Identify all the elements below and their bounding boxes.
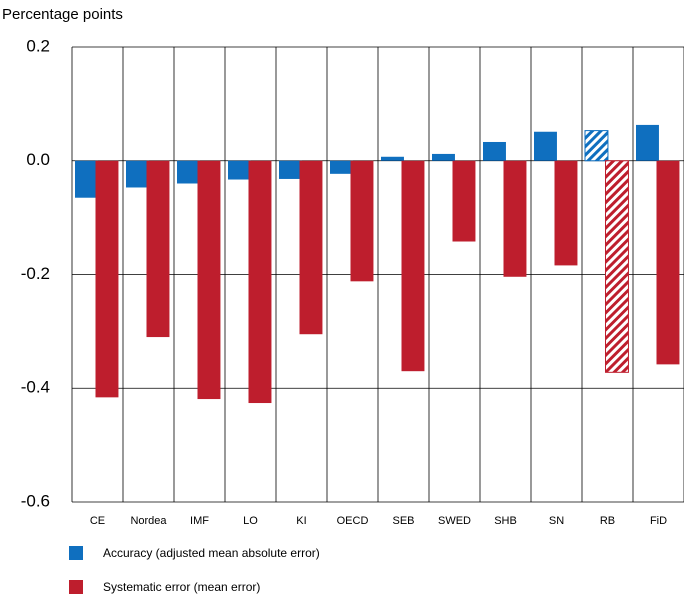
bar <box>503 160 527 277</box>
bar <box>483 141 506 161</box>
bar <box>656 160 680 365</box>
bar <box>350 160 374 282</box>
bar <box>146 160 170 338</box>
bar <box>177 160 200 184</box>
legend-label: Systematic error (mean error) <box>103 580 260 594</box>
bar <box>401 160 425 372</box>
x-tick-label: CE <box>90 515 105 527</box>
bar <box>95 160 119 398</box>
x-tick-label: SWED <box>438 515 471 527</box>
x-tick-label: SHB <box>494 515 517 527</box>
x-tick-label: SN <box>549 515 564 527</box>
y-axis-label: Percentage points <box>2 6 123 23</box>
x-tick-label: IMF <box>190 515 209 527</box>
bar <box>126 160 149 188</box>
x-tick-label: LO <box>243 515 258 527</box>
x-tick-label: RB <box>600 515 615 527</box>
y-tick-label: -0.6 <box>21 491 50 510</box>
legend-label: Accuracy (adjusted mean absolute error) <box>103 546 320 560</box>
bar <box>228 160 251 180</box>
bar <box>75 160 98 198</box>
bar <box>299 160 323 335</box>
y-tick-label: -0.2 <box>21 264 50 283</box>
bar <box>279 160 302 179</box>
bar <box>534 131 557 161</box>
bar <box>605 160 629 373</box>
bar <box>330 160 353 174</box>
bar <box>197 160 221 400</box>
bar <box>381 156 404 161</box>
y-tick-label: -0.4 <box>21 378 50 397</box>
legend-swatch <box>69 546 83 560</box>
x-tick-label: Nordea <box>130 515 167 527</box>
bar <box>432 153 455 161</box>
x-tick-label: KI <box>296 515 306 527</box>
bar <box>248 160 272 404</box>
x-tick-label: OECD <box>337 515 369 527</box>
y-tick-label: 0.2 <box>26 36 50 55</box>
y-tick-label: 0.0 <box>26 150 50 169</box>
bar <box>452 160 476 242</box>
bar <box>554 160 578 266</box>
bar <box>584 130 609 162</box>
bar <box>636 124 659 161</box>
legend-swatch <box>69 580 83 594</box>
x-tick-label: SEB <box>392 515 414 527</box>
x-tick-label: FiD <box>650 515 667 527</box>
